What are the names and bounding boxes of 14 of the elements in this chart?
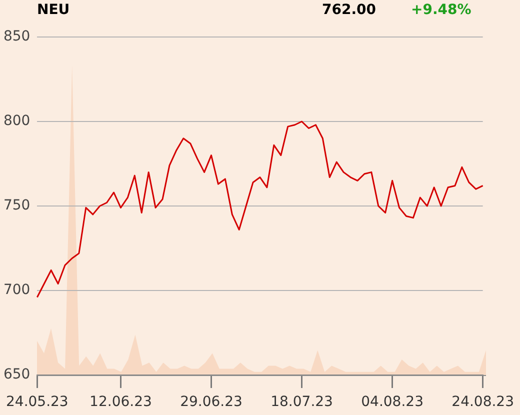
- y-tick-label: 700: [3, 282, 30, 298]
- y-tick-label: 850: [3, 28, 30, 45]
- x-tick-label: 04.08.23: [361, 394, 424, 410]
- text: 762.00: [322, 2, 376, 19]
- x-tick-label: 29.06.23: [180, 394, 242, 410]
- y-tick-label: 650: [3, 366, 30, 383]
- x-tick-label: 24.08.23: [452, 394, 514, 410]
- y-tick-label: 800: [3, 113, 30, 130]
- y-tick-label: 750: [3, 198, 30, 214]
- x-tick-label: 12.06.23: [90, 394, 152, 410]
- text: +9.48%: [411, 2, 472, 19]
- x-tick-label: 24.05.23: [6, 394, 68, 410]
- chart-title: NEU: [37, 2, 70, 19]
- x-tick-label: 18.07.23: [270, 394, 333, 410]
